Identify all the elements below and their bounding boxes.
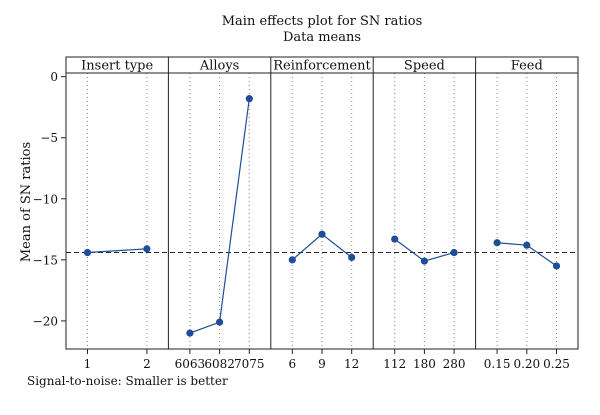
footnote: Signal-to-noise: Smaller is better: [27, 374, 228, 388]
x-tick-label: 9: [318, 357, 326, 371]
series-line: [87, 248, 147, 254]
y-axis-label: Mean of SN ratios: [19, 142, 34, 262]
x-tick-label: 6063: [175, 357, 206, 371]
x-tick-label: 6: [288, 357, 296, 371]
panel-header-label: Alloys: [199, 59, 240, 74]
x-tick-label: 12: [344, 357, 359, 371]
panel-header-label: Speed: [404, 59, 445, 74]
x-tick-label: 0.25: [543, 357, 570, 371]
data-point: [216, 318, 224, 326]
x-tick-label: 2: [143, 357, 151, 371]
data-point: [391, 235, 399, 243]
data-point: [552, 262, 561, 270]
y-tick-label: −10: [33, 192, 58, 206]
y-tick-label: −15: [33, 253, 58, 267]
x-tick-label: 7075: [234, 357, 265, 371]
y-tick-label: 0: [50, 70, 58, 84]
data-point: [245, 95, 253, 103]
chart-subtitle: Data means: [283, 30, 361, 45]
x-tick-label: 180: [413, 357, 436, 371]
x-tick-label: 0.20: [513, 357, 540, 371]
panel-header-label: Reinforcement: [273, 59, 371, 74]
data-point: [83, 248, 92, 257]
data-point: [186, 329, 194, 337]
chart-title: Main effects plot for SN ratios: [222, 14, 423, 29]
data-point: [288, 256, 296, 264]
x-tick-label: 1: [84, 357, 92, 371]
x-tick-label: 112: [383, 357, 406, 371]
data-point: [420, 257, 428, 265]
series-line: [291, 233, 353, 261]
data-point: [143, 245, 151, 253]
plot-frame: [65, 56, 579, 350]
data-point: [493, 239, 501, 247]
data-point: [450, 248, 458, 257]
y-tick-label: −20: [33, 314, 58, 328]
panel-header-label: Feed: [511, 59, 543, 74]
panel-header-label: Insert type: [81, 59, 153, 74]
data-point: [348, 253, 356, 262]
y-tick-label: −5: [40, 131, 58, 145]
x-tick-label: 0.15: [484, 357, 511, 371]
x-tick-label: 280: [443, 357, 466, 371]
x-tick-label: 6082: [204, 357, 235, 371]
data-point: [523, 241, 531, 249]
data-point: [318, 230, 326, 238]
